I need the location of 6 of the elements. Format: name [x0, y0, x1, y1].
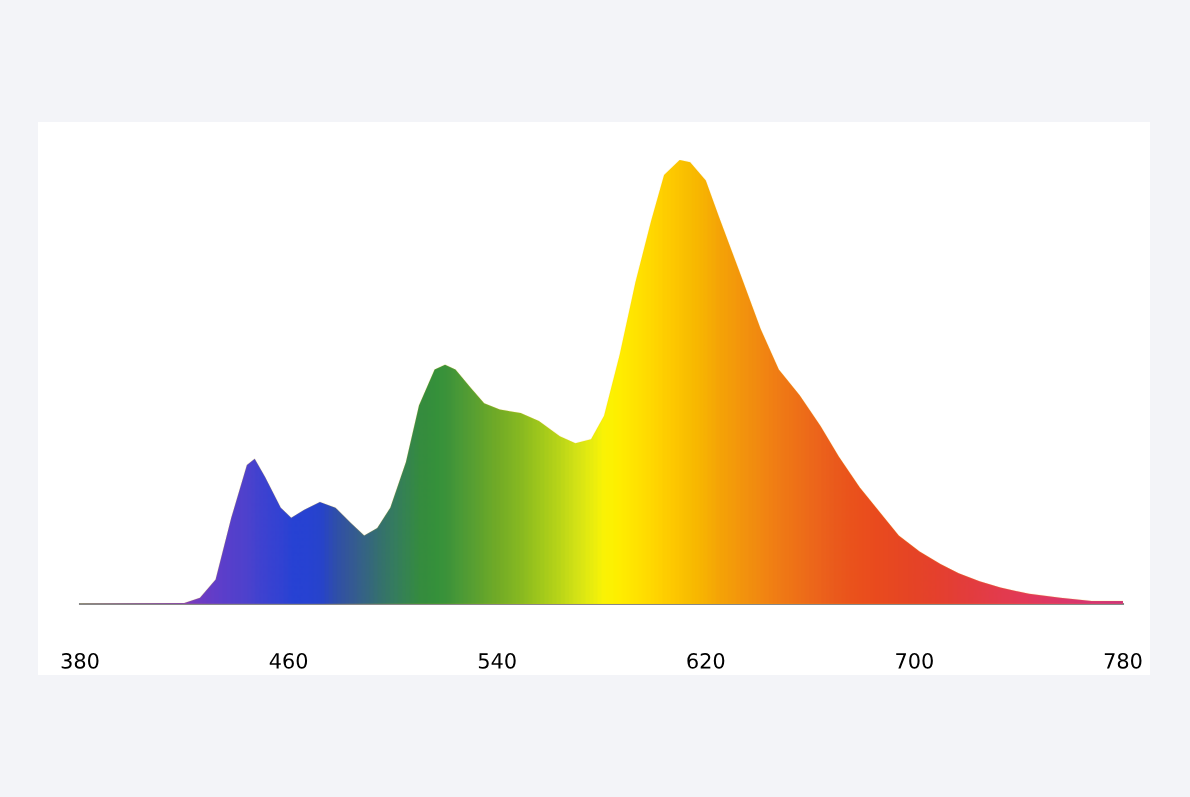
x-tick-label: 460 — [269, 652, 308, 669]
x-tick-label: 620 — [687, 652, 725, 669]
x-tick-label: 540 — [478, 652, 516, 669]
x-tick-label: 780 — [1104, 652, 1142, 669]
x-tick-label: 700 — [896, 652, 933, 669]
x-tick-label: 380 — [61, 652, 99, 669]
